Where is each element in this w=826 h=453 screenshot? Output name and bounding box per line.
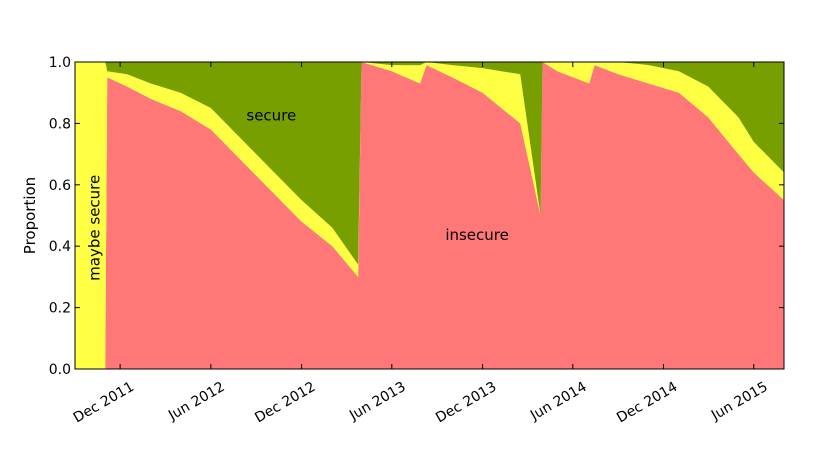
- y-tick-label: 0.4: [49, 239, 71, 255]
- plot-frame: [74, 61, 785, 370]
- area-secure: [75, 62, 784, 265]
- annotation-secure: secure: [246, 106, 296, 124]
- y-tick-label: 0.8: [49, 116, 71, 132]
- y-tick-label: 0.0: [49, 362, 71, 378]
- area-layers: [75, 62, 784, 369]
- y-axis-label: Proportion: [21, 177, 39, 254]
- annotation-maybe-secure: maybe secure: [85, 175, 103, 281]
- area-insecure: [75, 62, 784, 369]
- annotations: secure insecure maybe secure: [85, 106, 509, 280]
- y-axis: 0.0 0.2 0.4 0.6 0.8 1.0: [49, 55, 784, 378]
- y-tick-label: 0.6: [49, 178, 71, 194]
- annotation-insecure: insecure: [445, 226, 509, 244]
- y-tick-label: 0.2: [49, 301, 71, 317]
- area-maybe-secure: [75, 62, 784, 369]
- y-tick-label: 1.0: [49, 55, 71, 71]
